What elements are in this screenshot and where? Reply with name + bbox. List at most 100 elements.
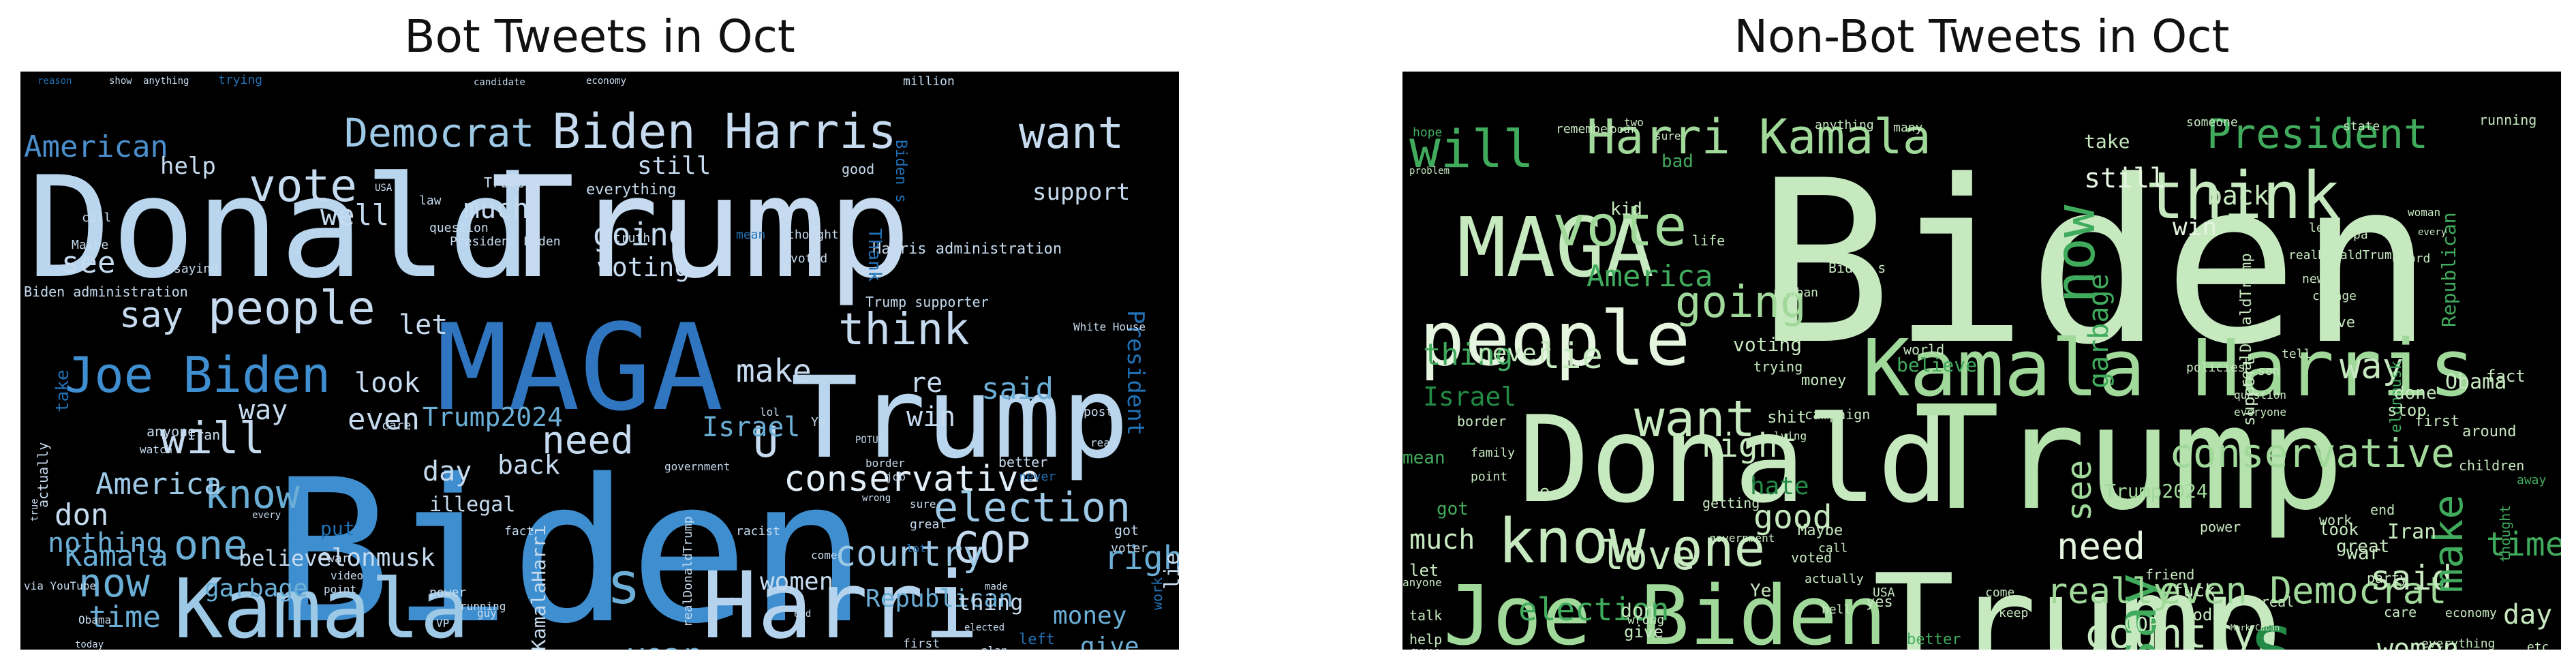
cloud-word: voting [1733,333,1802,356]
cloud-word: see [2059,460,2099,521]
cloud-word: conservative [784,459,1040,500]
cloud-word: Biden administration [24,284,188,300]
cloud-word: right [1699,427,1798,465]
cloud-word: Obama [2445,370,2506,394]
cloud-word: garbage [204,575,308,603]
cloud-word: election [1518,591,1670,628]
cloud-word: thought [787,228,839,242]
cloud-word: made [985,581,1008,592]
cloud-word: s [2248,596,2297,650]
cloud-word: via YouTube [24,579,96,592]
cloud-word: economy [586,76,626,87]
cloud-word: thing [957,590,1023,616]
cloud-word: back [497,450,560,480]
cloud-word: better [998,454,1047,470]
cloud-word: anything [143,76,189,87]
cloud-word: elected [964,622,1005,633]
cloud-word: think [838,305,970,355]
cloud-word: anyone [1402,576,1442,589]
cloud-word: re [910,367,942,399]
cloud-word: help [1409,631,1442,648]
cloud-word: Biden s [892,140,909,203]
cloud-word: Maybe [72,238,108,252]
cloud-word: every [252,510,281,521]
cloud-word: year [627,637,699,650]
cloud-word: lying [1774,429,1807,442]
cloud-word: President Biden [450,234,561,249]
cloud-word: will [160,414,265,464]
cloud-word: end [2370,502,2395,518]
cloud-word: lot [906,542,926,555]
cloud-word: time [89,600,161,635]
cloud-word: voting [596,252,690,282]
cloud-word: change [2312,289,2357,303]
cloud-word: many [1893,121,1923,135]
cloud-word: read [1090,436,1117,449]
cloud-word: never [1477,339,1551,367]
cloud-word: guy [477,607,497,620]
cloud-word: make [2425,495,2472,594]
cloud-word: Harri [702,552,979,650]
cloud-word: word [2401,252,2430,266]
cloud-word: voter [1111,541,1148,556]
cloud-word: left [2309,221,2338,235]
cloud-word: Ye [811,415,826,429]
cloud-word: Ye [1750,581,1771,601]
cloud-word: everything [586,181,676,198]
cloud-word: pour [1610,123,1637,136]
cloud-word: Trump2024 [2104,480,2208,502]
cloud-word: POTUS [855,435,884,446]
cloud-word: illegal [429,493,515,517]
cloud-word: love [1600,532,1696,579]
cloud-word: MAGA [1457,201,1654,296]
cloud-word: Republican [2438,212,2460,327]
cloud-word: Kamala [174,562,469,650]
cloud-word: win [2173,213,2217,241]
bot-panel: Bot Tweets in Oct Biden Donald Trump MAGA Tr… [20,0,1179,668]
cloud-word: MAGA [436,299,723,438]
cloud-word: Thank [864,228,885,282]
cloud-word: Trump2024 [423,402,563,432]
cloud-word: GOP [2125,613,2160,635]
panel-title: Bot Tweets in Oct [404,10,795,63]
cloud-word: work [2319,512,2352,528]
cloud-word: talk [1409,607,1442,624]
cloud-word: stop [2387,401,2427,420]
cloud-word: win [906,401,955,433]
cloud-word: support [2239,357,2258,426]
cloud-word: world [1903,341,1944,358]
cloud-word: keep [1999,606,2028,620]
cloud-word: country [2084,610,2256,650]
cloud-word: mean [736,228,765,242]
cloud-word: border [865,457,905,470]
cloud-word: lol [760,406,780,419]
cloud-word: trying [1753,359,1803,375]
cloud-word: America [1586,259,1713,294]
cloud-word: come [811,549,838,562]
cloud-word: say [119,295,183,336]
cloud-word: first [2414,413,2459,430]
cloud-word: make [736,352,812,389]
cloud-word: care [2384,604,2417,620]
cloud-word: day [2503,599,2552,631]
cloud-word: good [1753,498,1833,536]
cloud-word: true [29,498,40,521]
cloud-word: way [239,395,288,426]
cloud-word: way [2340,346,2404,387]
cloud-word: look [2319,520,2359,539]
cloud-word: care [382,419,411,433]
cloud-word: truth [613,231,650,245]
cloud-word: still [637,152,711,180]
cloud-word: vote [1552,194,1687,259]
cloud-word: don [55,498,108,532]
bot-word-cloud: Biden Donald Trump MAGA Trump Kamala Harri Bide… [20,72,1179,650]
cloud-word: call [1818,541,1847,556]
cloud-word: today [75,639,104,650]
cloud-word: still [2084,163,2166,194]
cloud-word: fact [504,524,534,538]
cloud-word: said [2370,558,2452,598]
cloud-word: GOP [954,523,1030,573]
cloud-word: President [2207,110,2428,158]
cloud-word: Trump s [484,174,541,191]
cloud-word: VP [436,617,449,630]
